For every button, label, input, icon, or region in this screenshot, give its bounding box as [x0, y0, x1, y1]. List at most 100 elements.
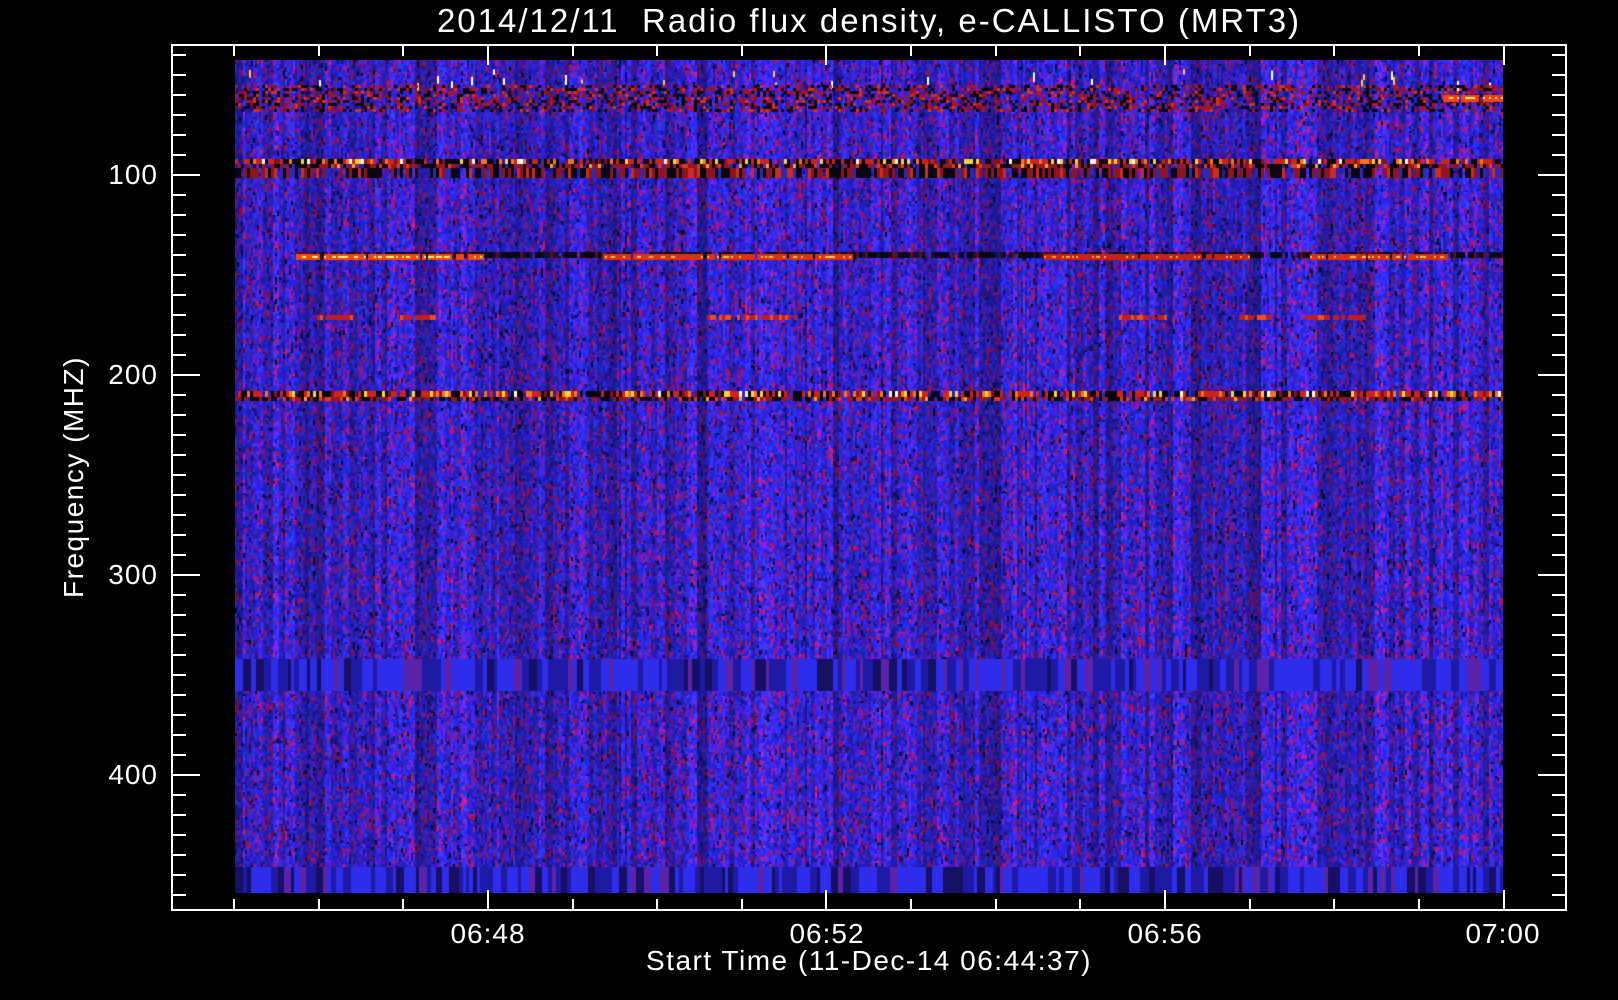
axis-tick	[1552, 94, 1565, 96]
axis-tick	[173, 314, 186, 316]
axis-tick	[487, 890, 489, 909]
axis-tick	[173, 794, 186, 796]
axis-tick	[1552, 334, 1565, 336]
axis-tick	[1552, 614, 1565, 616]
axis-tick	[173, 374, 200, 376]
x-tick-label-0652: 06:52	[789, 918, 865, 949]
axis-tick	[1538, 774, 1565, 776]
axis-tick	[173, 774, 200, 776]
axis-tick	[173, 234, 186, 236]
axis-tick	[1552, 554, 1565, 556]
axis-tick	[1552, 394, 1565, 396]
axis-tick	[173, 474, 186, 476]
x-tick-label-0648: 06:48	[450, 918, 526, 949]
axis-tick	[1503, 890, 1505, 909]
axis-tick	[173, 394, 186, 396]
x-tick-label-0700: 07:00	[1465, 918, 1541, 949]
axis-tick	[233, 899, 235, 909]
axis-tick	[173, 614, 186, 616]
axis-tick	[1552, 694, 1565, 696]
axis-tick	[741, 899, 743, 909]
axis-tick	[1552, 254, 1565, 256]
axis-tick	[1552, 74, 1565, 76]
axis-tick	[173, 194, 186, 196]
axis-tick	[1164, 890, 1166, 909]
axis-tick	[1552, 894, 1565, 896]
axis-tick	[173, 574, 200, 576]
axis-tick	[173, 134, 186, 136]
x-tick-label-0656: 06:56	[1127, 918, 1203, 949]
axis-tick	[1552, 194, 1565, 196]
axis-tick	[1552, 154, 1565, 156]
axis-tick	[1552, 454, 1565, 456]
axis-tick	[1552, 714, 1565, 716]
axis-tick	[1538, 574, 1565, 576]
spectrogram-canvas	[235, 60, 1503, 893]
axis-tick	[1552, 314, 1565, 316]
axis-tick	[173, 414, 186, 416]
axis-tick	[910, 899, 912, 909]
axis-tick	[173, 754, 186, 756]
axis-tick	[1552, 114, 1565, 116]
y-axis-title: Frequency (MHZ)	[58, 356, 89, 598]
axis-tick	[1249, 899, 1251, 909]
axis-tick	[741, 46, 743, 56]
axis-tick	[173, 514, 186, 516]
axis-tick	[1552, 834, 1565, 836]
axis-tick	[995, 899, 997, 909]
axis-tick	[173, 494, 186, 496]
axis-tick	[1249, 46, 1251, 56]
axis-tick	[1164, 46, 1166, 65]
axis-tick	[1503, 46, 1505, 65]
axis-tick	[1552, 594, 1565, 596]
axis-tick	[173, 74, 186, 76]
axis-tick	[1552, 814, 1565, 816]
axis-tick	[1552, 414, 1565, 416]
axis-tick	[402, 46, 404, 56]
axis-tick	[1552, 794, 1565, 796]
axis-tick	[173, 594, 186, 596]
axis-tick	[656, 46, 658, 56]
axis-tick	[173, 714, 186, 716]
axis-tick	[173, 354, 186, 356]
axis-tick	[1552, 274, 1565, 276]
axis-tick	[173, 634, 186, 636]
axis-tick	[1552, 294, 1565, 296]
y-tick-label-300: 300	[108, 559, 158, 590]
axis-tick	[1418, 46, 1420, 56]
axis-tick	[1552, 54, 1565, 56]
x-axis-title: Start Time (11-Dec-14 06:44:37)	[646, 945, 1092, 976]
y-tick-label-100: 100	[108, 159, 158, 190]
axis-tick	[995, 46, 997, 56]
axis-tick	[173, 334, 186, 336]
axis-tick	[173, 154, 186, 156]
axis-tick	[910, 46, 912, 56]
axis-tick	[487, 46, 489, 65]
axis-tick	[1552, 854, 1565, 856]
axis-tick	[1079, 899, 1081, 909]
axis-tick	[1552, 474, 1565, 476]
axis-tick	[1552, 354, 1565, 356]
axis-tick	[1552, 874, 1565, 876]
axis-tick	[1552, 214, 1565, 216]
axis-tick	[402, 899, 404, 909]
axis-tick	[173, 274, 186, 276]
axis-tick	[173, 834, 186, 836]
axis-tick	[173, 874, 186, 876]
axis-tick	[1552, 434, 1565, 436]
axis-tick	[1552, 634, 1565, 636]
axis-tick	[1552, 494, 1565, 496]
axis-tick	[173, 254, 186, 256]
axis-tick	[173, 214, 186, 216]
axis-tick	[1333, 899, 1335, 909]
axis-tick	[1552, 134, 1565, 136]
axis-tick	[825, 890, 827, 909]
axis-tick	[1552, 514, 1565, 516]
axis-tick	[173, 94, 186, 96]
axis-tick	[173, 54, 186, 56]
axis-tick	[173, 294, 186, 296]
chart-title: 2014/12/11 Radio flux density, e-CALLIST…	[436, 2, 1302, 39]
axis-tick	[173, 734, 186, 736]
axis-tick	[1552, 754, 1565, 756]
axis-tick	[1333, 46, 1335, 56]
